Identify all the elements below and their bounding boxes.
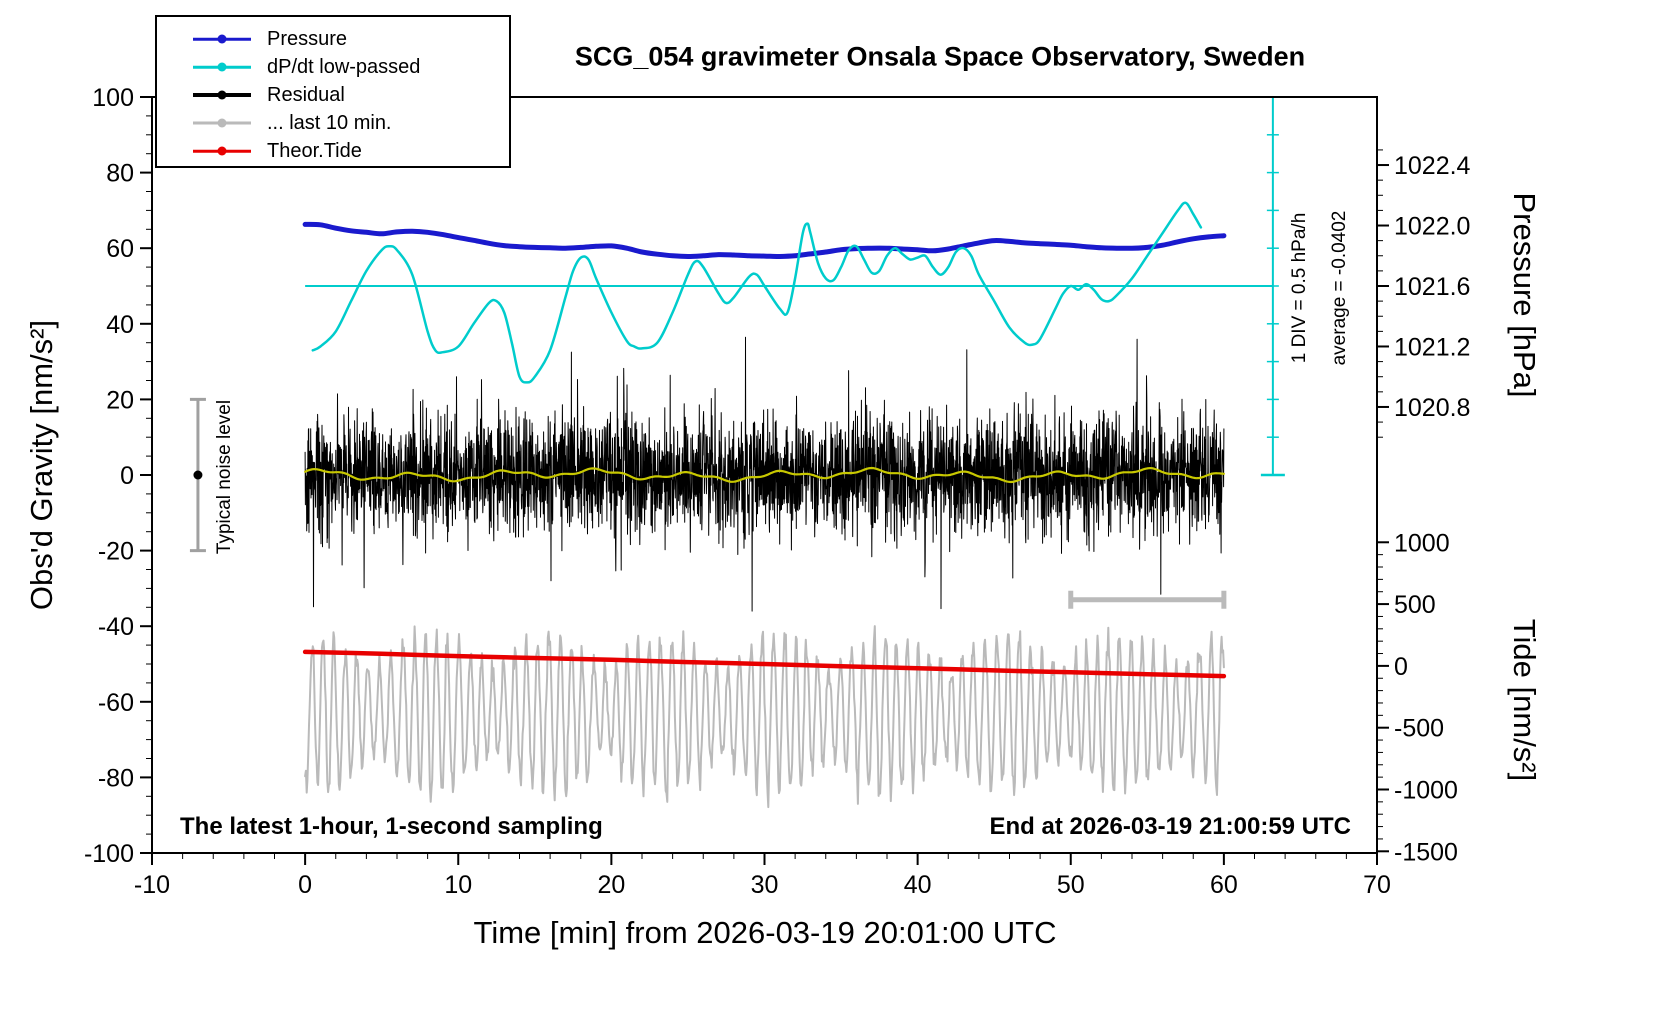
legend-item-pressure: Pressure (193, 25, 509, 53)
svg-text:60: 60 (106, 235, 134, 263)
svg-text:1022.0: 1022.0 (1394, 213, 1470, 241)
svg-text:-100: -100 (84, 840, 134, 868)
svg-text:-1000: -1000 (1394, 776, 1458, 804)
pressure-line-icon (193, 34, 251, 44)
average-annotation: average = -0.0402 (1329, 210, 1350, 366)
svg-text:100: 100 (92, 84, 134, 112)
svg-text:20: 20 (106, 386, 134, 414)
series-dp-dt-low-passed (311, 201, 1203, 384)
legend-label-dpdt: dP/dt low-passed (267, 55, 421, 78)
svg-text:60: 60 (1210, 871, 1238, 899)
y-axis-label-gravity: Obs'd Gravity [nm/s²] (24, 319, 59, 611)
svg-text:-20: -20 (98, 538, 134, 566)
y-axis-label-pressure: Pressure [hPa] (1507, 192, 1542, 398)
svg-text:40: 40 (106, 311, 134, 339)
series-pressure (302, 221, 1227, 260)
theor-tide-line-icon (193, 146, 251, 156)
series-theor-tide (302, 649, 1227, 679)
svg-text:0: 0 (1394, 653, 1408, 681)
svg-text:10: 10 (444, 871, 472, 899)
chart-title: SCG_054 gravimeter Onsala Space Observat… (574, 41, 1306, 72)
legend-label-last10min: ... last 10 min. (267, 111, 392, 134)
svg-text:1021.6: 1021.6 (1394, 273, 1470, 301)
series-residual (304, 336, 1225, 612)
noise-level-label: Typical noise level (214, 399, 235, 555)
svg-text:1020.8: 1020.8 (1394, 394, 1470, 422)
y-axis-label-tide: Tide [nm/s²] (1507, 618, 1542, 782)
svg-text:1000: 1000 (1394, 529, 1450, 557)
series--last-10-min- (304, 625, 1225, 809)
svg-text:50: 50 (1057, 871, 1085, 899)
svg-text:0: 0 (120, 462, 134, 490)
svg-text:-10: -10 (134, 871, 170, 899)
svg-text:-80: -80 (98, 764, 134, 792)
series-residual-low-passed (304, 466, 1225, 484)
div-scale-annotation: 1 DIV = 0.5 hPa/h (1289, 212, 1310, 364)
residual-line-icon (193, 90, 251, 100)
svg-text:1021.2: 1021.2 (1394, 333, 1470, 361)
legend-item-dpdt: dP/dt low-passed (193, 53, 509, 81)
last10min-line-icon (193, 118, 251, 128)
legend-label-residual: Residual (267, 83, 345, 106)
svg-text:20: 20 (597, 871, 625, 899)
svg-text:30: 30 (751, 871, 779, 899)
sampling-note: The latest 1-hour, 1-second sampling (180, 813, 603, 840)
dpdt-line-icon (193, 62, 251, 72)
svg-text:70: 70 (1363, 871, 1391, 899)
legend-item-residual: Residual (193, 81, 509, 109)
noise-level-dot (193, 470, 203, 480)
svg-text:1022.4: 1022.4 (1394, 152, 1471, 180)
x-axis-label: Time [min] from 2026-03-19 20:01:00 UTC (473, 915, 1057, 950)
legend-label-pressure: Pressure (267, 27, 348, 50)
svg-text:500: 500 (1394, 591, 1436, 619)
legend-label-theor-tide: Theor.Tide (267, 139, 362, 162)
svg-text:-1500: -1500 (1394, 838, 1458, 866)
end-time-note: End at 2026-03-19 21:00:59 UTC (989, 813, 1352, 840)
svg-text:-40: -40 (98, 613, 134, 641)
svg-text:40: 40 (904, 871, 932, 899)
svg-text:80: 80 (106, 160, 134, 188)
legend-item-last10min: ... last 10 min. (193, 109, 509, 137)
svg-text:-500: -500 (1394, 715, 1444, 743)
svg-text:-60: -60 (98, 689, 134, 717)
svg-text:0: 0 (298, 871, 312, 899)
legend-item-theor-tide: Theor.Tide (193, 137, 509, 165)
legend: Pressure dP/dt low-passed Residual ... l… (155, 15, 511, 168)
